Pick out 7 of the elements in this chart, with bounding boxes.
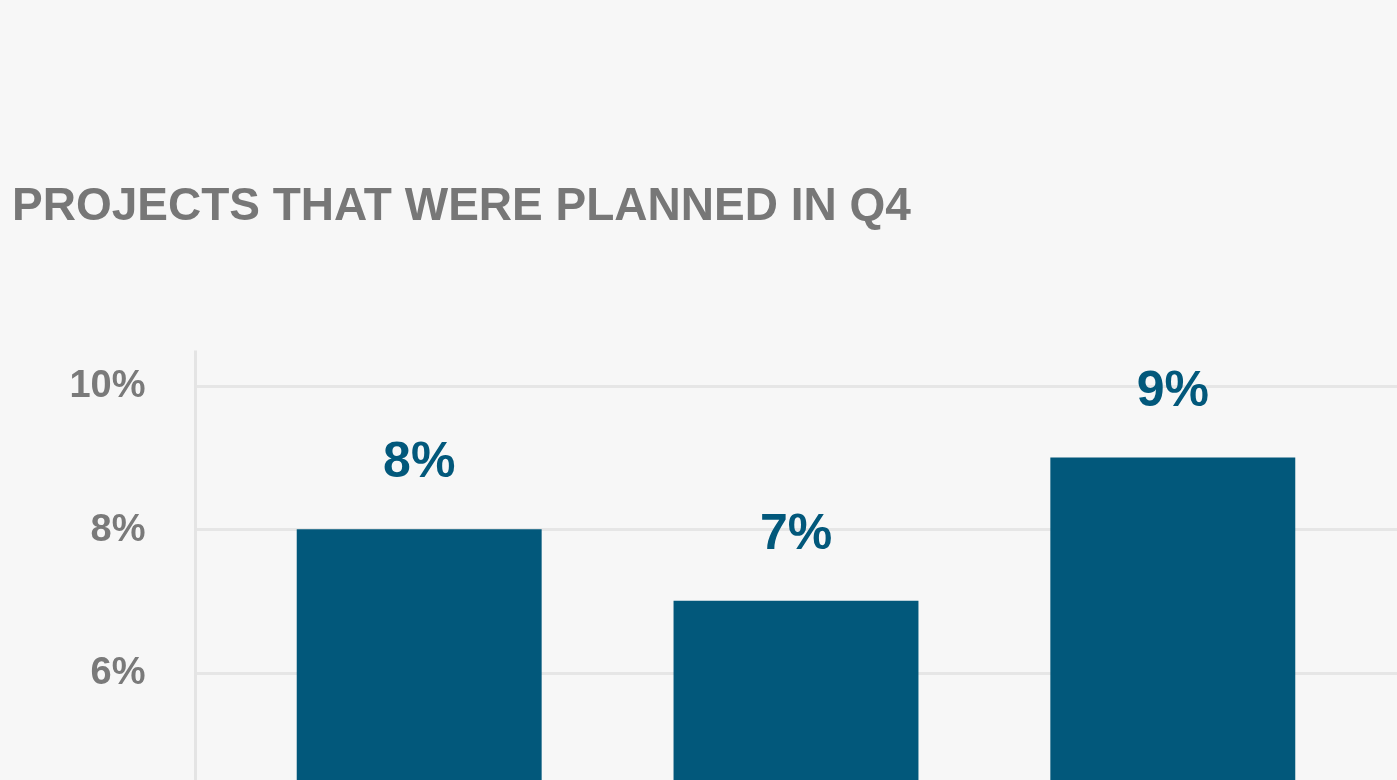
chart-title: PROJECTS THAT WERE PLANNED IN Q4 (12, 178, 912, 230)
y-tick-label: 6% (90, 650, 146, 692)
y-tick-label: 8% (90, 506, 146, 549)
y-tick-label: 10% (69, 363, 146, 406)
data-label: 7% (759, 503, 833, 560)
data-label: 9% (1136, 360, 1209, 417)
data-label: 8% (383, 432, 456, 489)
